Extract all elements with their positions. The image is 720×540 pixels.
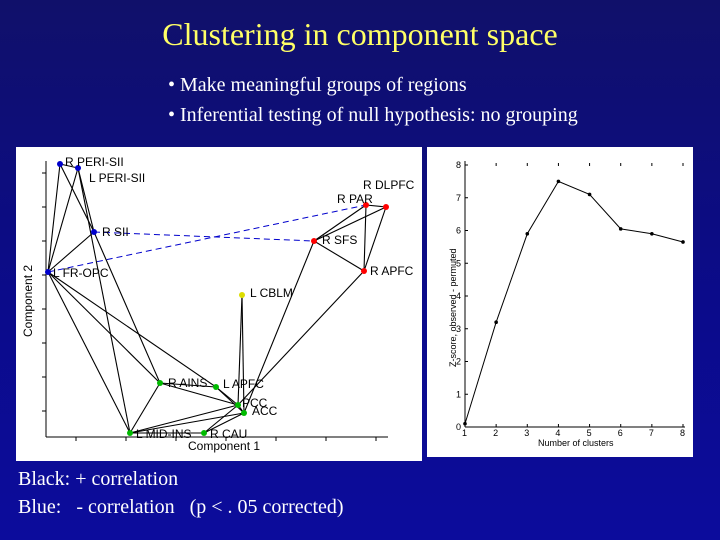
data-point [618, 227, 623, 231]
slide-title: Clustering in component space [162, 16, 558, 52]
x-tick-label: 6 [618, 428, 623, 438]
negative-edges [47, 204, 367, 273]
chart-x-label: Number of clusters [538, 438, 614, 448]
x-tick-label: 3 [524, 428, 529, 438]
label-l-fr-opc: L FR-OPC [53, 266, 109, 280]
x-tick-label: 4 [555, 428, 560, 438]
legend-black: Black: + correlation [18, 468, 179, 490]
bullet-item: • Inferential testing of null hypothesis… [168, 104, 578, 126]
region-nodes [45, 161, 389, 436]
label-l-cblm: L CBLM [250, 286, 293, 300]
node-r-sfs [311, 238, 317, 244]
node-l-fr-opc [45, 269, 51, 275]
y-tick-label: 4 [456, 291, 461, 301]
data-point [650, 231, 654, 236]
x-tick-label: 1 [462, 428, 467, 438]
label-r-apfc: R APFC [370, 264, 414, 278]
label-l-mid-ins: L MID-INS [136, 427, 192, 441]
label-l-apfc: L APFC [223, 377, 264, 391]
bullet-list: • Make meaningful groups of regions • In… [168, 70, 578, 130]
label-r-ains: R AINS [168, 376, 207, 390]
bullet-item: • Make meaningful groups of regions [168, 74, 467, 96]
component-space-svg: R PERI-SII L PERI-SII R SII L FR-OPC R D… [21, 155, 415, 453]
label-r-dlpfc: R DLPFC [363, 178, 415, 192]
label-r-sii: R SII [102, 225, 129, 239]
region-labels: R PERI-SII L PERI-SII R SII L FR-OPC R D… [53, 155, 415, 441]
legend-footer: Black: + correlation Blue: - correlation … [18, 465, 344, 521]
label-r-par: R PAR [337, 192, 373, 206]
y-tick-label: 5 [456, 258, 461, 268]
y-tick-label: 7 [456, 193, 461, 203]
node-r-ains [157, 380, 163, 386]
node-r-par [363, 202, 369, 208]
y-tick-label: 1 [456, 389, 461, 399]
y-tick-label: 3 [456, 324, 461, 334]
node-pcc [235, 402, 241, 408]
x-tick-label: 2 [493, 428, 498, 438]
node-r-apfc [361, 268, 367, 274]
y-tick-label: 0 [456, 422, 461, 432]
x-axis-label: Component 1 [188, 439, 260, 453]
label-pcc: PCC [242, 396, 268, 410]
y-tick-label: 2 [456, 357, 461, 367]
node-acc [241, 410, 247, 416]
chart-y-label: Z-score, observed - permuted [448, 248, 458, 367]
data-point [463, 421, 467, 426]
label-acc: ACC [252, 404, 278, 418]
positive-edges [47, 163, 387, 434]
series-line [464, 180, 684, 424]
axis-ticks [42, 172, 377, 441]
node-r-cau [201, 430, 207, 436]
component-space-plot: R PERI-SII L PERI-SII R SII L FR-OPC R D… [16, 147, 422, 461]
node-l-apfc [213, 384, 219, 390]
zscore-chart: Z-score, observed - permuted Number of c… [448, 160, 685, 448]
label-l-peri-sii: L PERI-SII [89, 171, 145, 185]
node-r-dlpfc [383, 204, 389, 210]
node-l-peri-sii [75, 165, 81, 171]
data-point [587, 192, 592, 197]
label-r-sfs: R SFS [322, 233, 357, 247]
x-tick-label: 8 [680, 428, 685, 438]
node-l-mid-ins [127, 430, 133, 436]
data-point [525, 231, 530, 236]
label-r-cau: R CAU [210, 427, 247, 441]
data-point [681, 240, 685, 244]
x-tick-label: 7 [649, 428, 654, 438]
node-r-peri-sii [57, 161, 63, 167]
zscore-chart-panel: Z-score, observed - permuted Number of c… [427, 147, 693, 457]
y-tick-label: 8 [456, 160, 461, 170]
node-r-sii [91, 229, 97, 235]
y-tick-label: 6 [456, 226, 461, 236]
data-point [556, 179, 561, 184]
label-r-peri-sii: R PERI-SII [65, 155, 124, 169]
legend-blue: Blue: - correlation (p < . 05 corrected) [18, 496, 344, 518]
y-axis-label: Component 2 [21, 265, 35, 337]
node-l-cblm [239, 292, 245, 298]
x-tick-label: 5 [587, 428, 592, 438]
data-point [494, 320, 498, 324]
